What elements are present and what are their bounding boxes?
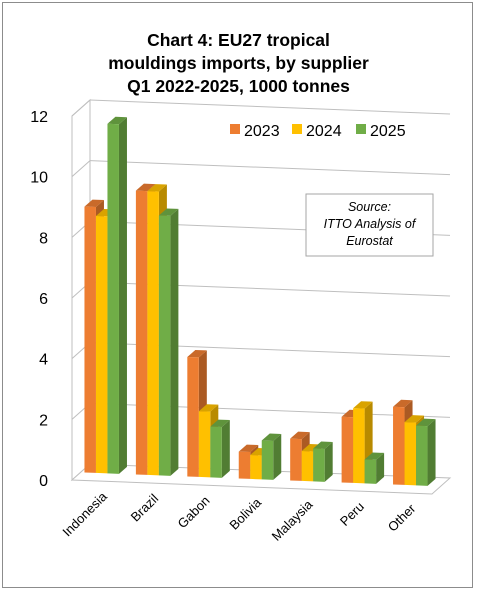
bar-front: [353, 408, 365, 484]
bar-front: [135, 190, 148, 475]
bars: [84, 116, 436, 486]
bar-front: [147, 191, 159, 476]
legend-swatch: [230, 124, 240, 134]
legend-label: 2024: [306, 123, 342, 140]
bar-front: [84, 206, 96, 473]
gridlines: [71, 99, 451, 420]
bar-front: [313, 448, 325, 482]
bar-top: [147, 184, 167, 192]
y-tick-label: 6: [39, 291, 48, 308]
bar-indonesia-2025: [107, 116, 127, 474]
x-tick-label: Other: [385, 500, 419, 534]
bar-side: [324, 441, 333, 482]
x-tick-label: Bolivia: [226, 494, 264, 532]
gridline-side: [71, 160, 91, 178]
bar-top: [84, 199, 104, 208]
bar-front: [393, 406, 405, 485]
chart-title-line-2: mouldings imports, by supplier: [108, 53, 369, 73]
bar-top: [404, 415, 425, 423]
bar-top: [210, 419, 230, 428]
bar-side: [170, 208, 179, 476]
bar-top: [198, 404, 219, 412]
y-tick-label: 0: [39, 473, 48, 490]
bar-front: [210, 426, 222, 478]
y-tick-label: 10: [30, 170, 48, 187]
bar-top: [353, 401, 373, 409]
y-tick-label: 12: [30, 109, 48, 126]
annotation-line: Source:: [348, 200, 391, 214]
chart-title: Chart 4: EU27 tropical mouldings imports…: [3, 29, 474, 98]
chart-title-line-1: Chart 4: EU27 tropical: [147, 30, 330, 50]
bar-front: [301, 451, 314, 482]
bar-top: [313, 441, 333, 449]
x-axis-labels: Indonesia Brazil Gabon Bolivia Malaysia Peru O…: [59, 488, 419, 543]
bar-front: [261, 440, 274, 480]
bar-top: [107, 116, 127, 125]
x-tick-label: Indonesia: [59, 488, 110, 539]
bar-front: [341, 416, 354, 483]
chart-title-line-3: Q1 2022-2025, 1000 tonnes: [127, 76, 350, 96]
bar-front: [95, 215, 108, 474]
bar-side: [376, 452, 385, 484]
bar-front: [290, 438, 302, 481]
y-axis-ticks: 0 2 4 6 8 10 12: [30, 109, 48, 490]
bar-front: [364, 459, 377, 484]
gridline: [89, 99, 451, 115]
bar-front: [404, 422, 417, 486]
bar-top: [238, 444, 259, 453]
bar-top: [261, 433, 282, 441]
legend-swatch: [292, 124, 302, 134]
y-tick-label: 4: [39, 352, 48, 369]
bar-top: [364, 452, 385, 460]
gridline-side: [71, 99, 91, 117]
bar-gabon-2025: [210, 419, 230, 478]
bar-malaysia-2025: [313, 441, 333, 482]
bar-top: [393, 399, 413, 408]
x-tick-label: Malaysia: [269, 496, 316, 543]
legend-label: 2023: [244, 123, 280, 140]
bar-top: [135, 183, 156, 192]
gridline: [89, 160, 451, 176]
annotation-box: [305, 193, 434, 257]
legend-label: 2025: [370, 123, 406, 140]
x-tick-label: Peru: [337, 499, 367, 529]
legend: 2023 2024 2025: [230, 123, 406, 140]
x-tick-label: Brazil: [128, 491, 162, 525]
bar-side: [427, 419, 436, 486]
bar-front: [250, 455, 262, 480]
annotation-line: Eurostat: [346, 234, 393, 248]
bar-front: [107, 123, 119, 474]
bar-top: [416, 418, 436, 427]
bar-bolivia-2025: [261, 433, 282, 480]
bar-top: [158, 208, 179, 216]
x-tick-label: Gabon: [174, 493, 212, 531]
y-tick-label: 8: [39, 230, 48, 247]
bar-front: [158, 215, 171, 476]
bar-front: [198, 411, 211, 478]
bar-peru-2025: [364, 452, 385, 484]
bar-brazil-2025: [158, 208, 179, 476]
source-annotation: Source: ITTO Analysis of Eurostat: [305, 193, 434, 257]
y-tick-label: 2: [39, 412, 48, 429]
bar-front: [238, 451, 251, 479]
bar-side: [118, 117, 127, 474]
bar-top: [187, 349, 207, 358]
bar-front: [187, 356, 199, 477]
bar-side: [273, 433, 282, 480]
annotation-line: ITTO Analysis of: [324, 217, 417, 231]
bar-side: [221, 420, 230, 478]
bar-other-2025: [416, 418, 436, 486]
legend-swatch: [356, 124, 366, 134]
bar-top: [290, 431, 310, 440]
bar-front: [416, 425, 428, 486]
